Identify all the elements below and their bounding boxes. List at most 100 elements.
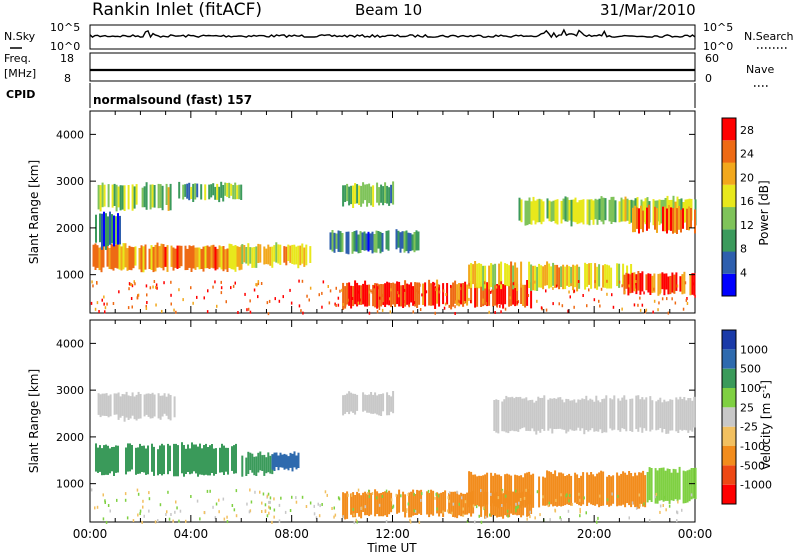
data-column (382, 284, 385, 305)
data-speck (260, 282, 263, 285)
data-column (598, 472, 601, 508)
data-speck (455, 300, 457, 304)
data-column (183, 445, 185, 477)
data-speck (244, 292, 246, 296)
data-speck (139, 509, 142, 513)
data-column (293, 451, 296, 468)
data-speck (400, 494, 402, 498)
data-speck (295, 500, 298, 504)
data-column (520, 475, 523, 508)
data-column (175, 443, 177, 477)
data-column (601, 399, 604, 434)
data-speck (448, 491, 451, 495)
colorbar-tick-label: -1000 (740, 479, 772, 492)
data-column (382, 393, 385, 412)
data-column (127, 185, 130, 210)
data-speck (427, 489, 430, 493)
data-column (358, 493, 361, 517)
data-speck (435, 492, 437, 496)
data-column (368, 394, 371, 413)
data-column (530, 264, 533, 291)
data-column (496, 474, 499, 507)
data-speck (352, 508, 354, 511)
scatter-region (97, 391, 176, 422)
data-speck (220, 286, 223, 290)
data-speck (347, 493, 349, 497)
data-speck (606, 498, 609, 502)
data-column (646, 472, 649, 503)
data-speck (408, 304, 410, 308)
data-column (245, 247, 248, 264)
data-speck (378, 307, 381, 310)
data-column (587, 400, 590, 432)
data-column (575, 402, 578, 431)
data-speck (569, 494, 571, 497)
data-speck (124, 492, 127, 496)
data-speck (237, 311, 239, 314)
data-speck (474, 520, 476, 524)
data-column (482, 475, 485, 507)
data-column (346, 393, 349, 412)
data-speck (421, 492, 423, 496)
data-column (542, 201, 545, 222)
data-speck (599, 494, 601, 498)
data-speck (155, 285, 157, 289)
data-column (671, 399, 674, 431)
data-speck (302, 311, 304, 315)
data-column (350, 285, 353, 309)
data-column (273, 245, 276, 262)
data-column (594, 476, 597, 506)
data-column (402, 491, 405, 512)
data-speck (156, 286, 158, 290)
data-speck (545, 289, 547, 293)
data-column (602, 197, 605, 225)
data-column (331, 230, 334, 252)
data-speck (459, 300, 462, 304)
data-column (454, 280, 457, 304)
data-speck (94, 506, 96, 510)
x-tick-label: 00:00 (73, 527, 108, 541)
data-speck (506, 509, 509, 513)
data-speck (165, 513, 167, 516)
data-column (275, 452, 278, 467)
data-speck (257, 280, 260, 284)
data-column (226, 183, 229, 197)
data-column (232, 245, 235, 270)
data-column (606, 476, 609, 505)
data-column (259, 244, 262, 263)
data-column (514, 281, 517, 307)
data-column (234, 182, 237, 200)
data-column (119, 215, 121, 245)
data-speck (515, 283, 517, 287)
data-column (165, 396, 168, 416)
data-column (667, 401, 670, 434)
data-speck (573, 305, 575, 309)
data-speck (106, 302, 108, 306)
data-column (542, 476, 545, 506)
data-column (131, 445, 133, 470)
data-column (599, 402, 602, 430)
data-column (344, 394, 347, 414)
data-column (617, 398, 620, 431)
data-column (688, 206, 690, 231)
data-speck (268, 500, 270, 504)
data-column (595, 395, 598, 432)
data-column (169, 183, 172, 211)
data-speck (333, 515, 335, 519)
data-column (366, 493, 369, 516)
data-speck (282, 295, 284, 299)
data-speck (269, 496, 272, 500)
data-speck (102, 493, 104, 497)
data-column (135, 184, 138, 205)
data-column (528, 261, 531, 288)
data-speck (597, 516, 599, 520)
data-column (243, 245, 246, 263)
data-column (508, 265, 511, 287)
data-speck (173, 308, 175, 312)
cpid-text: normalsound (fast) 157 (93, 93, 252, 107)
scatter-region (92, 242, 243, 273)
data-column (539, 398, 542, 433)
data-column (566, 475, 569, 505)
data-speck (274, 297, 276, 301)
data-speck (255, 283, 257, 287)
